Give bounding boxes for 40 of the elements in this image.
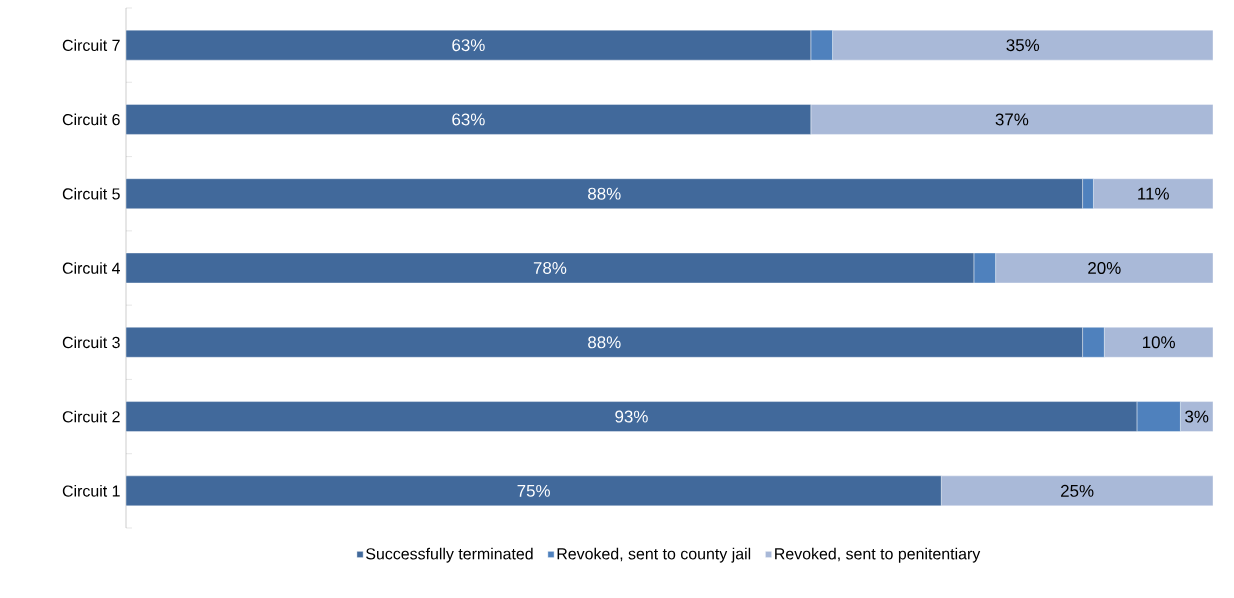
bar: [941, 475, 1213, 507]
data-label: 75%: [517, 484, 550, 497]
data-label: 35%: [1006, 39, 1040, 52]
bar: [995, 252, 1213, 284]
y-tick-label: Circuit 2: [62, 410, 120, 423]
data-label: 25%: [1061, 484, 1094, 497]
data-label: 37%: [995, 113, 1029, 126]
data-label: 63%: [452, 39, 485, 52]
data-label: 3%: [1185, 410, 1209, 423]
data-label: 78%: [533, 261, 567, 274]
y-tick-label: Circuit 3: [62, 336, 120, 349]
data-label: 93%: [615, 410, 648, 423]
bar: [126, 29, 812, 61]
legend-label: Successfully terminated: [366, 547, 533, 563]
data-label: 88%: [588, 336, 621, 349]
bar: [126, 252, 975, 284]
bar: [973, 252, 996, 284]
y-tick-label: Circuit 4: [62, 262, 120, 274]
y-tick-label: Circuit 7: [62, 39, 120, 51]
legend-label: Revoked, sent to penitentiary: [775, 547, 981, 563]
bar: [1082, 178, 1094, 209]
bar: [810, 104, 1213, 135]
y-tick-label: Circuit 1: [62, 485, 120, 497]
legend-label: Revoked, sent to county jail: [557, 547, 751, 563]
data-label: 63%: [452, 113, 485, 126]
bar: [1082, 327, 1105, 358]
bar: [126, 178, 1083, 209]
y-tick-label: Circuit 6: [62, 113, 120, 126]
bar: [126, 475, 942, 507]
bar: [1093, 178, 1213, 209]
bar: [126, 327, 1083, 358]
bar: [126, 401, 1138, 432]
data-label: 11%: [1138, 187, 1169, 200]
bar: [832, 29, 1213, 61]
data-label: 20%: [1088, 261, 1121, 274]
data-label: 88%: [588, 187, 621, 200]
y-tick-label: Circuit 5: [62, 187, 120, 200]
data-label: 10%: [1143, 336, 1175, 349]
bar: [126, 104, 812, 135]
bar: [1104, 327, 1213, 358]
